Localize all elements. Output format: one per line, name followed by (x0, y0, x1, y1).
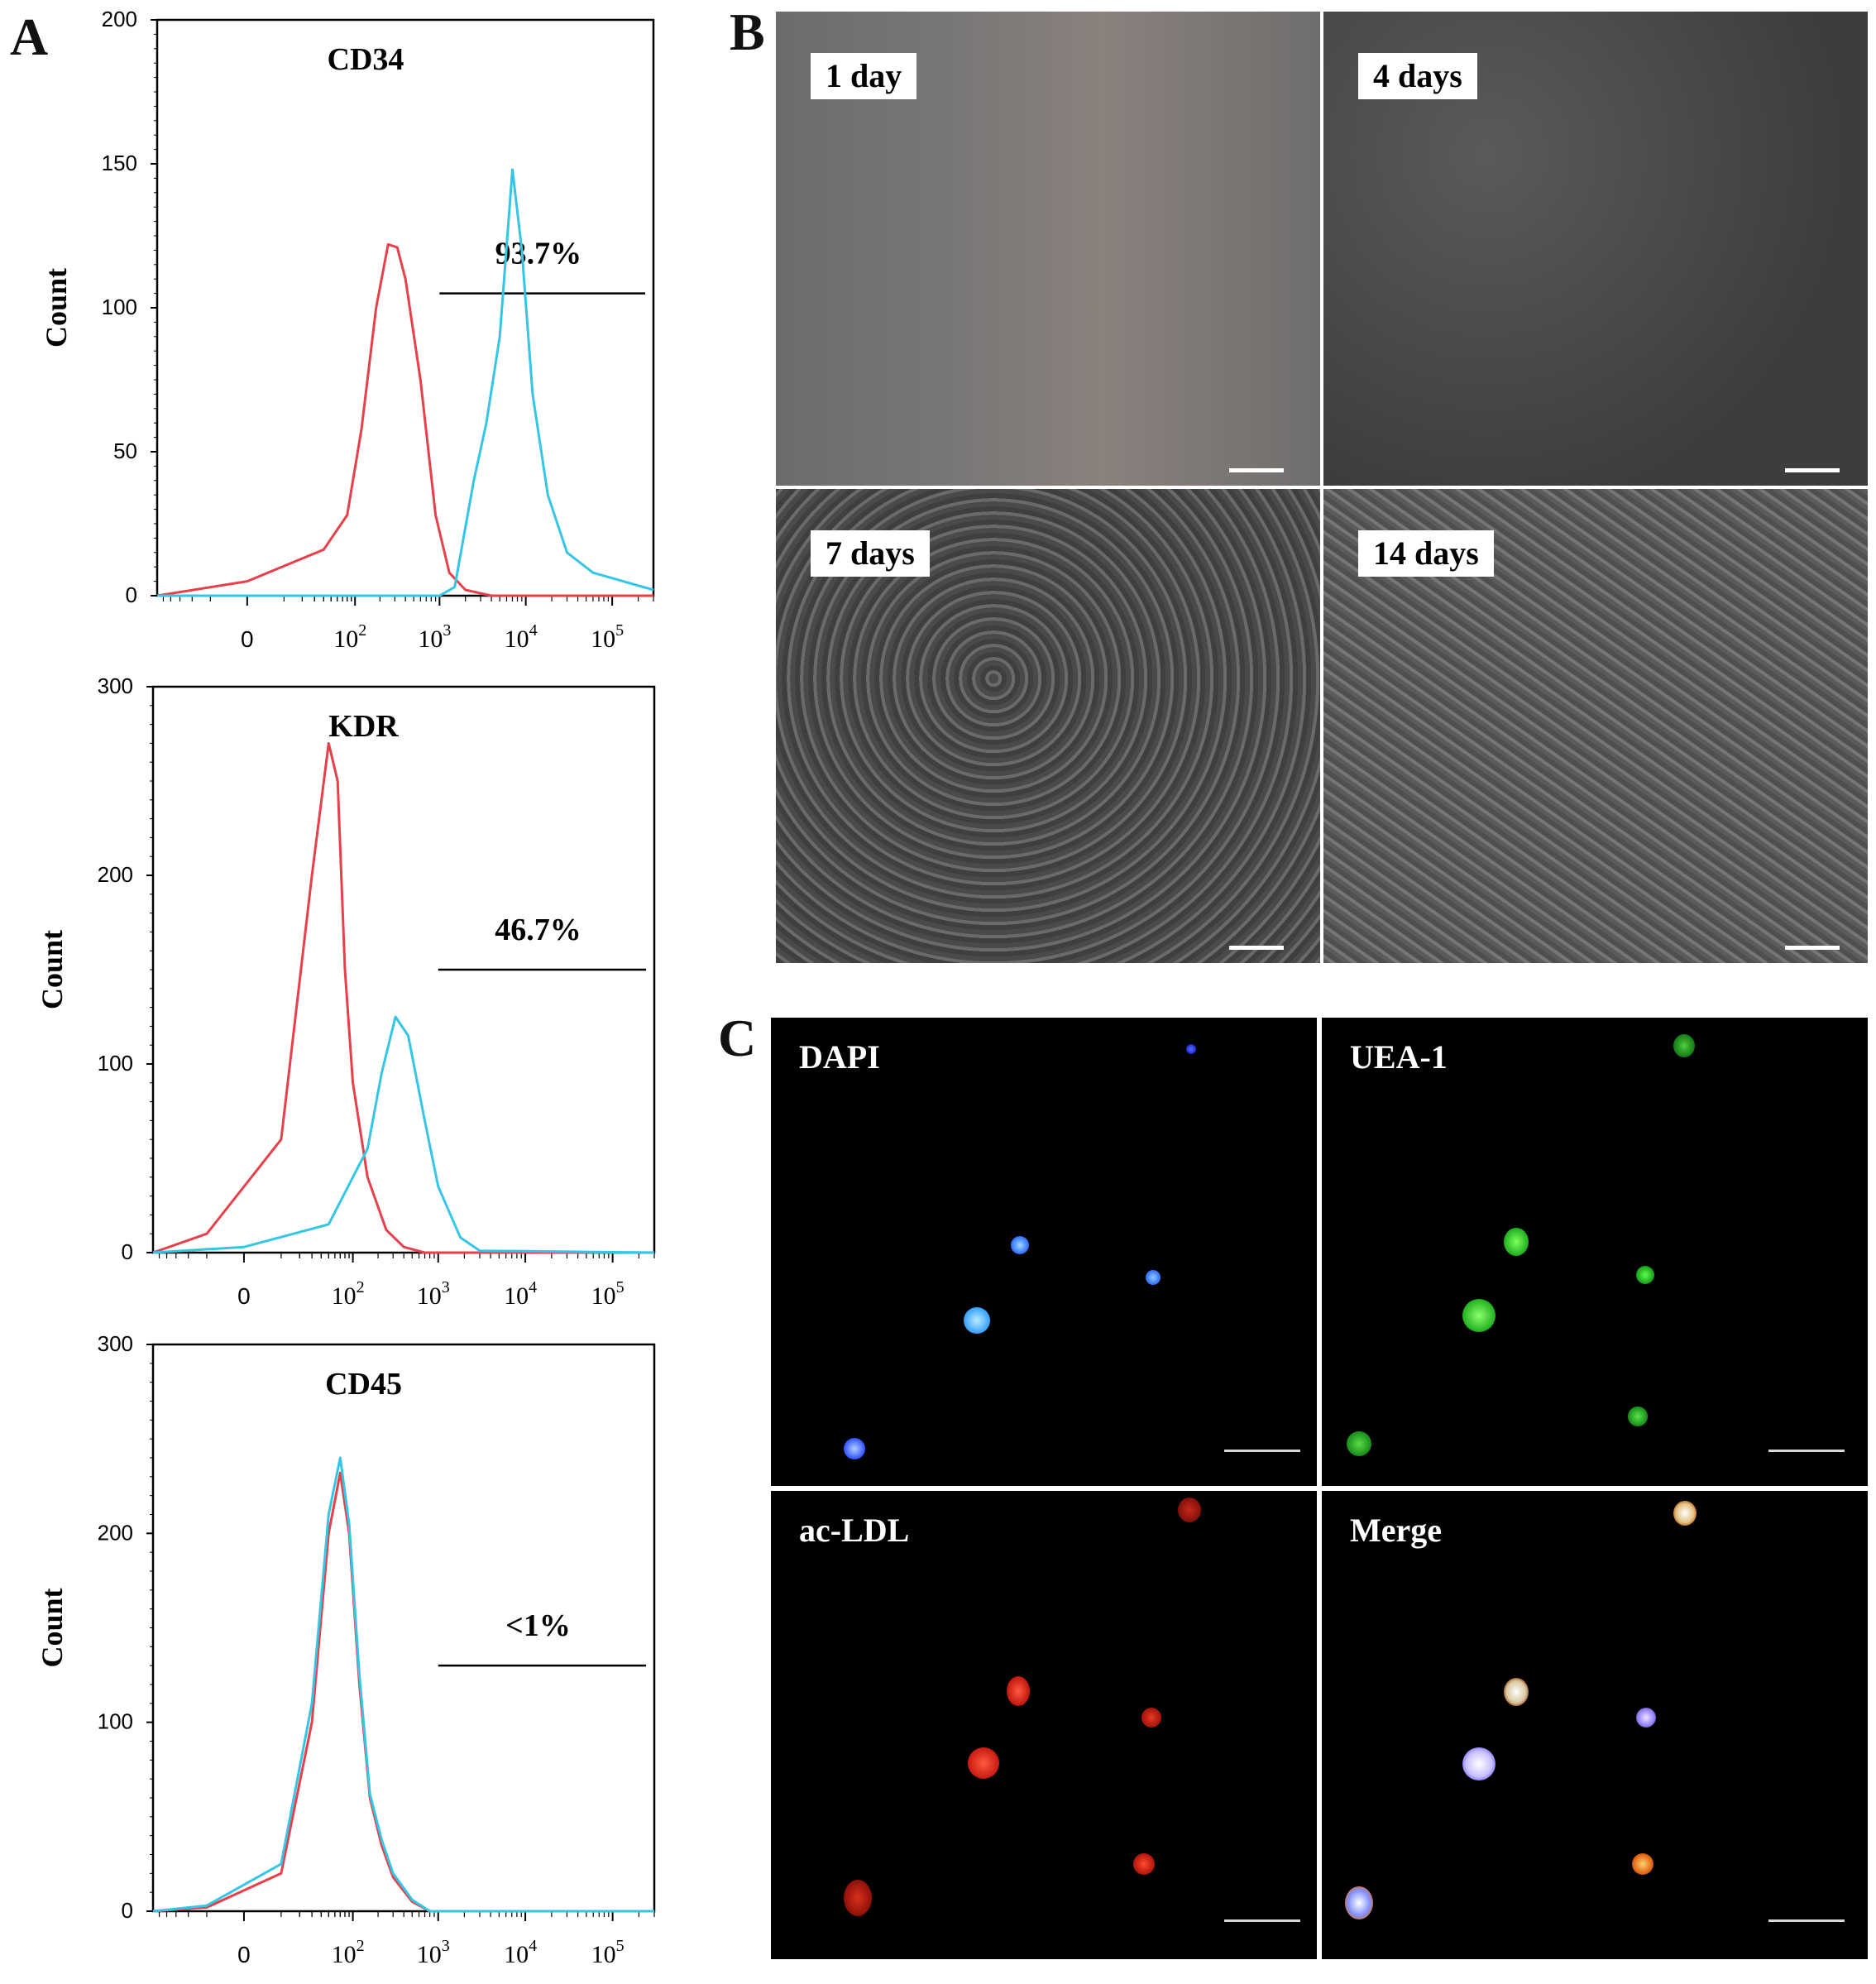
scale-bar (1224, 1450, 1300, 1452)
panel-label-a: A (10, 7, 49, 66)
y-tick-label: 50 (113, 438, 137, 463)
stained-cell (1133, 1853, 1155, 1875)
stained-cell (844, 1880, 872, 1916)
culture-micrograph-grid: 1 day 4 days 7 days 14 days (776, 12, 1868, 963)
isotype-histogram-line (152, 741, 654, 1254)
y-axis-label: Count (36, 1588, 69, 1667)
y-axis-label: Count (36, 930, 69, 1009)
merged-cell (1462, 1747, 1496, 1780)
scale-bar (1785, 468, 1840, 472)
histogram-frame (151, 1343, 656, 1913)
scale-bar (1229, 946, 1284, 950)
y-tick-label: 100 (102, 295, 137, 319)
stained-cell (1504, 1228, 1529, 1256)
gate-percentage: 93.7% (495, 237, 582, 271)
stained-cell (1636, 1266, 1654, 1284)
x-tick-label: 104 (505, 621, 538, 653)
stained-cell (1178, 1498, 1201, 1522)
stained-cell (1347, 1431, 1371, 1456)
panel-label-b: B (730, 2, 765, 61)
fluorescence-image-label: DAPI (799, 1038, 880, 1076)
stained-cell (968, 1747, 999, 1779)
stained-cell (1141, 1708, 1161, 1728)
fluorescence-image-dapi: DAPI (771, 1018, 1317, 1486)
x-tick-label: 102 (333, 621, 366, 653)
gate-percentage: <1% (505, 1608, 571, 1643)
culture-image-day4: 4 days (1323, 12, 1868, 486)
x-tick-label: 103 (418, 621, 451, 653)
x-tick-label: 105 (591, 621, 624, 653)
x-tick-label: 104 (504, 1278, 537, 1310)
culture-image-label: 7 days (811, 530, 930, 577)
scale-bar (1224, 1919, 1300, 1922)
scale-bar (1768, 1450, 1845, 1452)
stained-cell (1462, 1299, 1496, 1332)
culture-image-day14: 14 days (1323, 489, 1868, 963)
scale-bar (1785, 946, 1840, 950)
isotype-histogram-line (156, 242, 653, 597)
culture-image-day7: 7 days (776, 489, 1320, 963)
culture-image-label: 4 days (1358, 53, 1477, 99)
merged-cell (1504, 1678, 1529, 1706)
x-tick-label: 103 (417, 1937, 450, 1968)
culture-image-day1: 1 day (776, 12, 1320, 486)
histogram-frame (156, 18, 655, 597)
merged-cell (1636, 1708, 1656, 1728)
y-tick-label: 200 (98, 862, 133, 887)
x-tick-label: 102 (332, 1937, 365, 1968)
y-tick-label: 300 (98, 1331, 133, 1356)
fluorescence-image-grid: DAPI UEA-1 ac-LDL Merge (771, 1018, 1868, 1959)
y-tick-label: 200 (102, 7, 137, 31)
x-tick-label: 105 (591, 1278, 625, 1310)
x-tick-label: 103 (417, 1278, 450, 1310)
y-tick-label: 150 (102, 151, 137, 175)
x-tick-label: 105 (591, 1937, 625, 1968)
cell-nucleus (1011, 1236, 1029, 1254)
gate-percentage: 46.7% (495, 913, 581, 947)
y-tick-label: 300 (98, 673, 133, 698)
histogram-title: CD34 (328, 42, 404, 77)
marker-histogram-line (152, 1015, 655, 1254)
stained-cell (1673, 1034, 1695, 1057)
cell-nucleus (964, 1307, 990, 1334)
y-tick-label: 0 (122, 1898, 133, 1923)
marker-histogram-line (157, 168, 654, 597)
culture-image-label: 14 days (1358, 530, 1494, 577)
panel-label-c: C (718, 1009, 757, 1067)
histogram-title: KDR (328, 709, 399, 744)
fluorescence-image-label: ac-LDL (799, 1512, 910, 1549)
stained-cell (1007, 1676, 1030, 1706)
x-tick-label: 104 (504, 1937, 537, 1968)
y-tick-label: 0 (126, 582, 137, 607)
merged-cell (1632, 1853, 1653, 1875)
y-tick-label: 100 (98, 1051, 133, 1076)
x-tick-label: 0 (241, 626, 254, 652)
culture-image-label: 1 day (811, 53, 917, 99)
cell-nucleus (1146, 1270, 1161, 1285)
scale-bar (1768, 1919, 1845, 1922)
x-tick-label: 102 (332, 1278, 365, 1310)
marker-histogram-line (152, 1456, 654, 1913)
fluorescence-image-merge: Merge (1322, 1491, 1868, 1959)
fluorescence-image-acldl: ac-LDL (771, 1491, 1317, 1959)
flow-cytometry-panel: 0 50 100 150 200 0 102 103 104 105 CD34 Count 93.7% 0… (36, 7, 656, 1968)
y-axis-label: Count (40, 268, 73, 347)
y-tick-label: 100 (98, 1709, 133, 1734)
x-tick-label: 0 (237, 1283, 251, 1309)
cell-nucleus (1186, 1044, 1196, 1054)
fluorescence-image-label: Merge (1350, 1512, 1443, 1549)
y-tick-label: 200 (98, 1520, 133, 1545)
fluorescence-image-uea1: UEA-1 (1322, 1018, 1868, 1486)
merged-cell (1345, 1886, 1373, 1919)
scale-bar (1229, 468, 1284, 472)
cell-nucleus (844, 1438, 865, 1459)
y-tick-label: 0 (122, 1239, 133, 1264)
fluorescence-image-label: UEA-1 (1350, 1038, 1448, 1076)
merged-cell (1673, 1501, 1697, 1526)
stained-cell (1628, 1407, 1648, 1426)
x-tick-label: 0 (237, 1942, 251, 1967)
histogram-title: CD45 (325, 1367, 402, 1402)
